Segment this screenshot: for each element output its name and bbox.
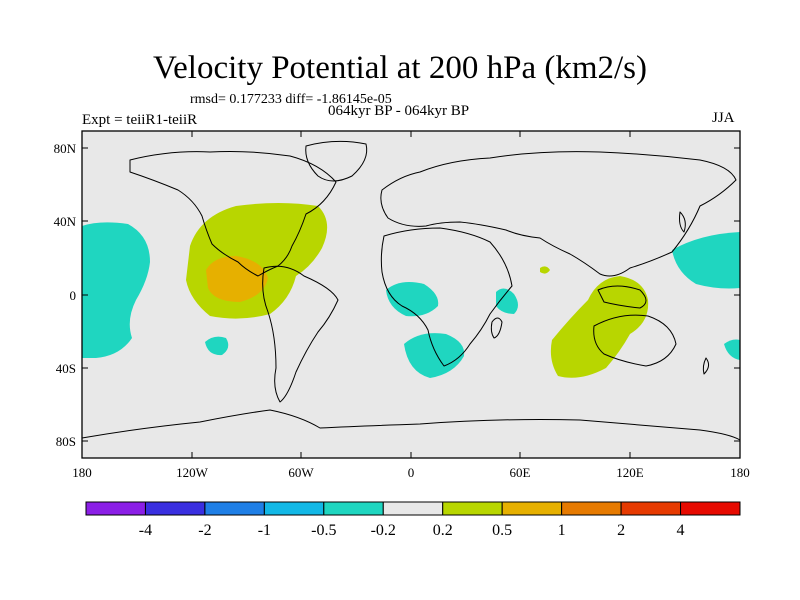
x-label-0: 0 bbox=[408, 465, 415, 480]
colorbar-box-10 bbox=[680, 501, 741, 516]
colorbar-box-3 bbox=[263, 501, 325, 516]
x-label-120w: 120W bbox=[176, 465, 209, 480]
cyan-region-west-indian-ocean bbox=[496, 288, 518, 314]
colorbar-label-8: 2 bbox=[617, 522, 625, 539]
coast-africa bbox=[380, 227, 513, 367]
cyan-region-gulf-of-guinea bbox=[386, 282, 439, 317]
coast-japan bbox=[679, 211, 686, 233]
y-label-0: 0 bbox=[70, 288, 77, 303]
colorbar-box-7 bbox=[501, 501, 563, 516]
colorbar bbox=[85, 501, 741, 516]
coast-south-america bbox=[262, 265, 339, 403]
coast-new-zealand bbox=[702, 357, 710, 375]
colorbar-box-2 bbox=[204, 501, 265, 516]
colorbar-label-4: -0.2 bbox=[371, 522, 396, 539]
colorbar-box-0 bbox=[85, 501, 146, 516]
coast-greenland bbox=[305, 140, 368, 182]
season-label: JJA bbox=[712, 110, 735, 126]
green-region-arabian-sea bbox=[540, 266, 550, 274]
coastlines bbox=[81, 140, 741, 441]
x-label-120e: 120E bbox=[616, 465, 644, 480]
colorbar-box-1 bbox=[144, 501, 206, 516]
colorbar-label-5: 0.2 bbox=[433, 522, 453, 539]
cyan-region-central-pacific bbox=[205, 336, 229, 356]
positive-strong-anomaly-regions bbox=[206, 256, 268, 302]
colorbar-label-6: 0.5 bbox=[492, 522, 512, 539]
x-label-60e: 60E bbox=[510, 465, 531, 480]
orange-region-central-america bbox=[206, 256, 268, 302]
y-label-80s: 80S bbox=[56, 434, 76, 449]
negative-anomaly-regions bbox=[82, 222, 740, 378]
colorbar-box-8 bbox=[561, 501, 622, 516]
x-ticks bbox=[81, 131, 741, 458]
x-label-180e: 180 bbox=[730, 465, 750, 480]
coast-antarctica bbox=[81, 409, 741, 441]
y-label-40n: 40N bbox=[54, 214, 77, 229]
coast-australia bbox=[593, 314, 677, 367]
y-label-40s: 40S bbox=[56, 361, 76, 376]
map-title: Velocity Potential at 200 hPa (km2/s) bbox=[152, 50, 648, 86]
cyan-region-west-pacific bbox=[672, 232, 740, 289]
colorbar-label-2: -1 bbox=[258, 522, 271, 539]
colorbar-label-7: 1 bbox=[558, 522, 566, 539]
colorbar-box-5 bbox=[382, 501, 444, 516]
cyan-region-south-atlantic bbox=[404, 333, 465, 378]
coast-eurasia bbox=[380, 151, 737, 277]
x-label-60w: 60W bbox=[288, 465, 314, 480]
y-label-80n: 80N bbox=[54, 141, 77, 156]
coast-madagascar bbox=[490, 317, 503, 339]
colorbar-label-0: -4 bbox=[139, 522, 152, 539]
colorbar-box-6 bbox=[442, 501, 503, 516]
colorbar-labels: -4 -2 -1 -0.5 -0.2 0.2 0.5 1 2 4 bbox=[139, 522, 685, 539]
green-region-indian-ocean bbox=[550, 276, 649, 378]
coast-indonesia bbox=[597, 285, 647, 309]
cyan-region-east-pacific bbox=[82, 222, 150, 358]
colorbar-label-1: -2 bbox=[198, 522, 211, 539]
colorbar-label-3: -0.5 bbox=[311, 522, 336, 539]
stats-line: rmsd= 0.177233 diff= -1.86145e-05 bbox=[190, 92, 392, 107]
x-label-180w: 180 bbox=[72, 465, 92, 480]
period-label: 064kyr BP - 064kyr BP bbox=[328, 103, 470, 119]
colorbar-box-4 bbox=[323, 501, 384, 516]
colorbar-label-9: 4 bbox=[677, 522, 685, 539]
y-ticks bbox=[82, 147, 740, 442]
cyan-region-southeast-pacific bbox=[724, 339, 740, 360]
experiment-label: Expt = teiiR1-teiiR bbox=[82, 112, 198, 128]
colorbar-box-9 bbox=[620, 501, 682, 516]
